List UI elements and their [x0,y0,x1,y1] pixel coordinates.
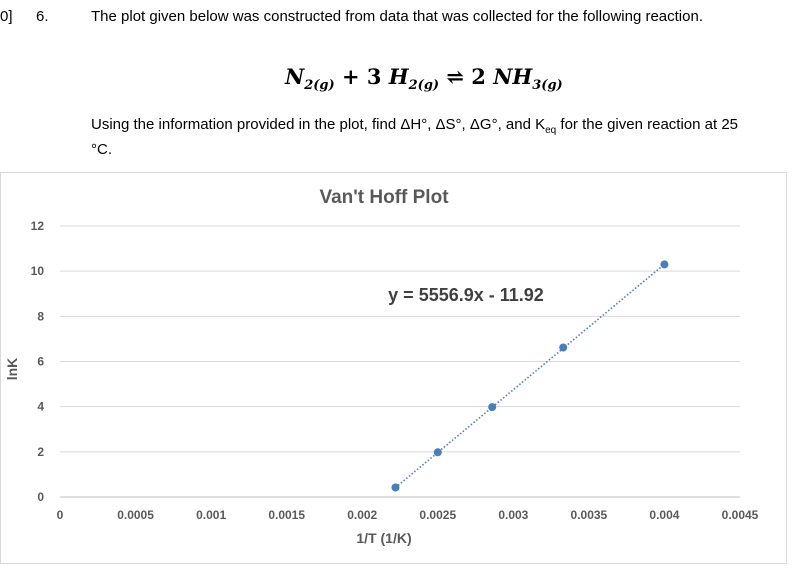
chart-area: Van't Hoff Plot 0 2 4 6 8 10 12 0 0.0005 0.001 0.… [0,172,787,564]
x-tick-label: 0.0025 [419,508,456,522]
question-intro: The plot given below was constructed fro… [91,8,703,25]
data-point [488,403,497,412]
question-number: 6. [36,8,49,25]
y-tick-label: 12 [31,219,45,233]
trendline [394,263,665,489]
x-axis-ticks: 0 0.0005 0.001 0.0015 0.002 0.0025 0.003 0.0035… [57,508,759,522]
x-tick-label: 0.0005 [117,508,154,522]
question-task-after: for the given reaction at 25 °C. [91,116,739,158]
x-tick-label: 0.0045 [722,508,759,522]
y-axis-title: lnK [4,358,20,381]
chart-title: Van't Hoff Plot [319,187,449,208]
x-tick-label: 0.0035 [571,508,608,522]
y-tick-label: 10 [31,264,45,278]
y-tick-label: 8 [37,309,44,323]
y-tick-label: 0 [37,490,44,504]
question-task: Using the information provided in the pl… [91,115,751,159]
reaction-equation: N2(g) + 3 H2(g) ⇌ 2 NH3(g) [285,64,563,93]
x-tick-label: 0.004 [649,508,679,522]
reaction-plus: + 3 [334,64,389,89]
reactant-h-state: 2(g) [408,78,440,94]
x-tick-label: 0.0015 [268,508,305,522]
reactant-n: N [285,64,305,89]
data-point [660,260,669,269]
data-point [391,483,400,492]
y-axis-ticks: 0 2 4 6 8 10 12 [31,219,45,504]
product-nh: NH [493,64,533,89]
x-tick-label: 0 [57,508,64,522]
x-axis-title: 1/T (1/K) [356,530,411,546]
trendline-equation: y = 5556.9x - 11.92 [388,285,544,305]
product-nh-state: 3(g) [532,78,563,94]
data-point [559,343,568,352]
data-points [391,260,669,492]
trendline-group [394,263,665,489]
question-task-sub: eq [545,125,557,136]
y-tick-label: 6 [37,355,44,369]
reactant-h: H [388,64,409,89]
question-prefix: 0] [0,8,13,25]
data-point [433,448,442,457]
x-tick-label: 0.003 [498,508,528,522]
reactant-n-state: 2(g) [304,78,335,94]
x-tick-label: 0.001 [196,508,226,522]
vant-hoff-chart: Van't Hoff Plot 0 2 4 6 8 10 12 0 0.0005 0.001 0.… [4,187,759,546]
y-tick-label: 2 [37,445,44,459]
y-tick-label: 4 [37,400,44,414]
question-task-before: Using the information provided in the pl… [91,116,546,133]
reaction-arrow: ⇌ 2 [439,64,494,89]
x-tick-label: 0.002 [347,508,377,522]
gridlines [60,225,740,498]
